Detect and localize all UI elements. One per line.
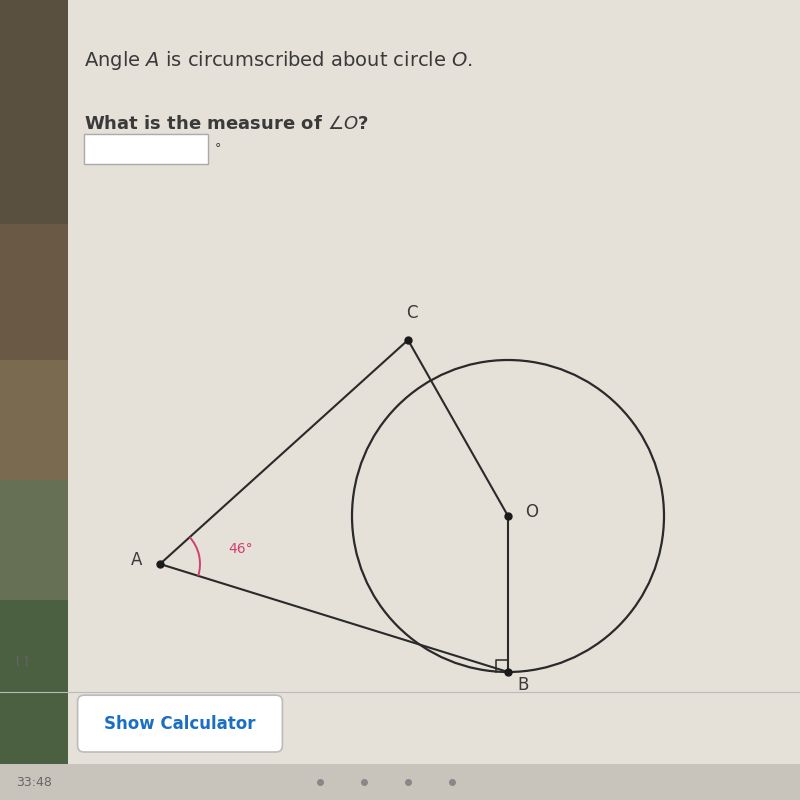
FancyBboxPatch shape	[78, 695, 282, 752]
FancyBboxPatch shape	[84, 134, 208, 164]
Bar	[0, 360, 68, 480]
Bar	[0, 480, 68, 600]
Text: °: °	[214, 142, 221, 155]
Text: What is the measure of $\angle O$?: What is the measure of $\angle O$?	[84, 115, 369, 133]
Bar	[0, 600, 68, 800]
Text: B: B	[518, 676, 529, 694]
Text: C: C	[406, 305, 418, 322]
Bar	[0, 764, 800, 800]
Text: Angle $A$ is circumscribed about circle $O$.: Angle $A$ is circumscribed about circle …	[84, 49, 473, 71]
Text: 33:48: 33:48	[16, 776, 52, 789]
Text: A: A	[131, 551, 142, 569]
Bar	[0, 224, 68, 360]
Text: Show Calculator: Show Calculator	[104, 714, 256, 733]
Text: 46°: 46°	[229, 542, 254, 556]
Text: [ ]: [ ]	[16, 655, 28, 665]
Text: O: O	[526, 503, 538, 521]
Bar	[0, 0, 68, 224]
